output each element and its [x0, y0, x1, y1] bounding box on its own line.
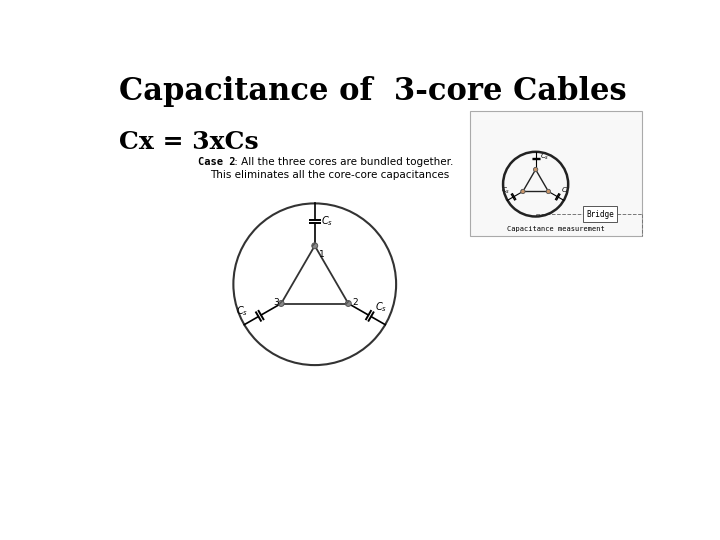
Text: Bridge: Bridge — [586, 210, 614, 219]
Text: This eliminates all the core-core capacitances: This eliminates all the core-core capaci… — [210, 170, 449, 179]
Text: Capacitance measurement: Capacitance measurement — [507, 226, 605, 232]
Text: Capacitance of  3-core Cables: Capacitance of 3-core Cables — [120, 76, 627, 107]
Circle shape — [546, 190, 551, 194]
Text: 2: 2 — [352, 298, 358, 307]
Text: $C_s$: $C_s$ — [321, 214, 333, 228]
Circle shape — [312, 243, 318, 249]
Text: $C_s$: $C_s$ — [561, 186, 570, 196]
Circle shape — [346, 301, 351, 306]
Circle shape — [278, 301, 284, 306]
Bar — [583, 206, 617, 222]
Text: : All the three cores are bundled together.: : All the three cores are bundled togeth… — [231, 157, 454, 167]
Text: Cx = 3xCs: Cx = 3xCs — [120, 130, 259, 154]
Circle shape — [534, 167, 538, 172]
Text: 1: 1 — [319, 251, 325, 259]
Text: $C_s$: $C_s$ — [540, 152, 549, 163]
Text: $C_s$: $C_s$ — [375, 300, 387, 314]
Text: Case 2: Case 2 — [199, 157, 236, 167]
Text: 3: 3 — [273, 298, 279, 307]
Text: $C_s$: $C_s$ — [500, 186, 510, 196]
Bar — [469, 111, 642, 236]
Text: $C_s$: $C_s$ — [236, 304, 248, 318]
Circle shape — [521, 190, 525, 194]
